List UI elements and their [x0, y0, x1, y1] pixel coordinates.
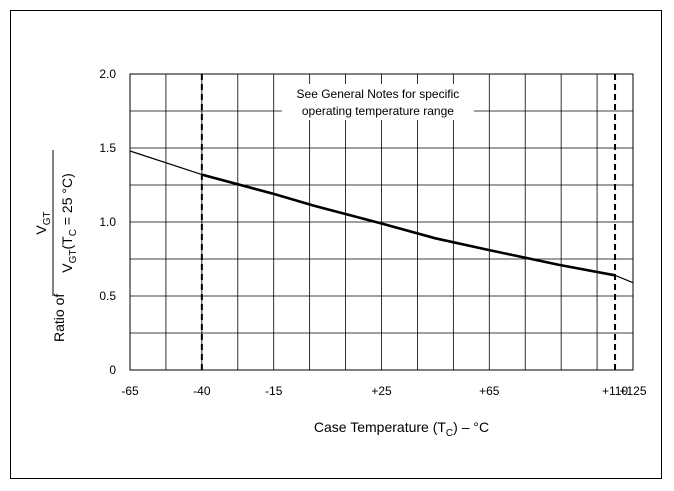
x-tick-label: +65 [479, 384, 500, 398]
y-tick-label: 2.0 [99, 67, 116, 81]
annotation-line-1: See General Notes for specific [297, 87, 460, 101]
series-line-operating-range [201, 173, 616, 277]
x-tick-label: -15 [265, 384, 283, 398]
y-tick-label: 1.5 [99, 141, 116, 155]
x-axis-title-rest: ) – °C [453, 419, 489, 435]
y-axis-denominator-sub: GT [68, 250, 79, 264]
y-axis-denominator-rest: = 25 °C) [59, 173, 75, 229]
x-tick-label: +125 [619, 384, 646, 398]
annotation-background [281, 84, 474, 120]
y-axis-denominator-paren-sub: C [68, 229, 79, 236]
y-axis-numerator-main: V [33, 225, 49, 235]
annotation-line-2: operating temperature range [302, 104, 454, 118]
x-axis-title: Case Temperature (TC) – °C [314, 419, 489, 439]
y-axis-title: Ratio of VGT VGT(TC = 25 °C) [33, 150, 79, 342]
x-axis-title-sub: C [446, 428, 453, 439]
x-tick-label: +110 [602, 384, 628, 398]
y-tick-label: 0 [109, 363, 116, 377]
y-axis-numerator: VGT [33, 211, 53, 234]
x-tick-label: +25 [371, 384, 392, 398]
x-tick-label: -40 [193, 384, 211, 398]
figure-frame [10, 10, 662, 479]
y-axis-ratio-of: Ratio of [51, 294, 67, 342]
y-axis-denominator-paren: (T [59, 236, 75, 250]
grid [129, 73, 634, 371]
y-axis-numerator-sub: GT [42, 211, 53, 225]
x-axis-title-main: Case Temperature (T [314, 419, 446, 435]
x-tick-labels: -65 -40 -15 +25 +65 +110+125 [121, 384, 647, 398]
series-curve [129, 150, 634, 284]
y-axis-denominator: VGT(TC = 25 °C) [59, 173, 79, 272]
y-tick-label: 0.5 [99, 289, 116, 303]
y-tick-labels: 0 0.5 1.0 1.5 2.0 [99, 67, 116, 377]
y-axis-denominator-main: V [59, 263, 75, 273]
y-tick-label: 1.0 [99, 215, 116, 229]
x-tick-label: -65 [121, 384, 139, 398]
